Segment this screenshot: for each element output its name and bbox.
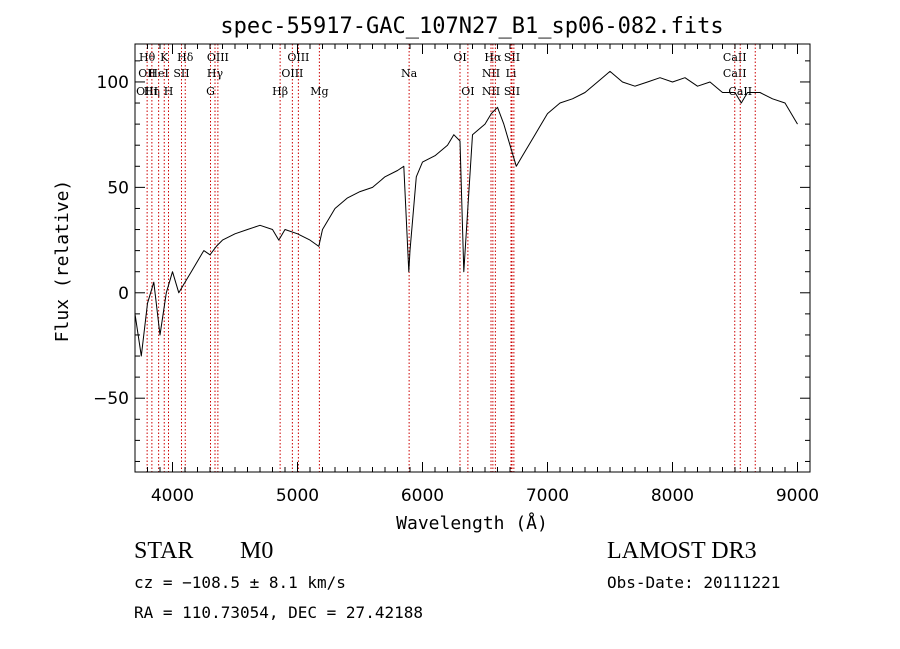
x-tick-label: 4000 (151, 486, 194, 506)
y-tick-label: 0 (118, 284, 129, 304)
x-tick-label: 6000 (401, 486, 444, 506)
x-tick-label: 9000 (776, 486, 819, 506)
line-marker-label: HeI (148, 67, 168, 80)
line-marker-label: K (160, 51, 169, 64)
line-marker-label: H (164, 85, 174, 98)
line-marker-label: Na (401, 67, 418, 80)
line-marker-label: Hβ (272, 85, 288, 98)
x-tick-label: 7000 (526, 486, 569, 506)
line-marker-label: CaII (723, 51, 747, 64)
spectrum-line (134, 70, 798, 357)
spectrum-series (134, 70, 798, 357)
ra-dec: RA = 110.73054, DEC = 27.42188 (134, 603, 423, 622)
x-tick-label: 8000 (651, 486, 694, 506)
line-marker-label: Mg (310, 85, 328, 98)
line-marker-label: G (206, 85, 215, 98)
survey-name: LAMOST DR3 (607, 538, 757, 564)
line-marker-label: OIII (136, 85, 158, 98)
object-class: STAR (134, 538, 194, 564)
object-subclass: M0 (240, 538, 274, 564)
axis-ticks: 4000 5000 6000 7000 8000 9000 −50 0 50 100 (93, 44, 819, 506)
y-tick-label: 100 (97, 73, 129, 93)
line-marker-label: OI (453, 51, 466, 64)
line-marker-label: Hη (144, 85, 160, 98)
x-tick-label: 5000 (276, 486, 319, 506)
line-marker-label: NII (482, 67, 500, 80)
line-marker-label: OI (461, 85, 474, 98)
line-markers: HθOIIOIIIHηHeIKHSIIHδGHγOIIIHβOIIIOIIIMg… (136, 44, 756, 472)
line-marker-label: OIII (287, 51, 309, 64)
line-marker-label: Hθ (139, 51, 156, 64)
line-marker-label: NII (482, 85, 500, 98)
line-marker-label: CaII (728, 85, 752, 98)
line-marker-label: SII (504, 51, 520, 64)
line-marker-label: Hδ (177, 51, 194, 64)
plot-frame (134, 43, 811, 473)
line-marker-label: Hγ (207, 67, 224, 80)
x-axis-label: Wavelength (Å) (396, 512, 548, 534)
chart-title: spec-55917-GAC_107N27_B1_sp06-082.fits (220, 14, 723, 39)
observation-date: Obs-Date: 20111221 (607, 573, 781, 592)
line-marker-label: OIII (207, 51, 229, 64)
redshift-velocity: cz = −108.5 ± 8.1 km/s (134, 573, 346, 592)
line-marker-label: CaII (723, 67, 747, 80)
y-axis-label: Flux (relative) (52, 180, 73, 343)
line-marker-label: OIII (281, 67, 303, 80)
line-marker-label: Hα (484, 51, 502, 64)
y-tick-label: −50 (93, 389, 129, 409)
y-tick-label: 50 (107, 178, 129, 198)
line-marker-label: Li (506, 67, 517, 80)
line-marker-label: SII (173, 67, 189, 80)
line-marker-label: SII (504, 85, 520, 98)
